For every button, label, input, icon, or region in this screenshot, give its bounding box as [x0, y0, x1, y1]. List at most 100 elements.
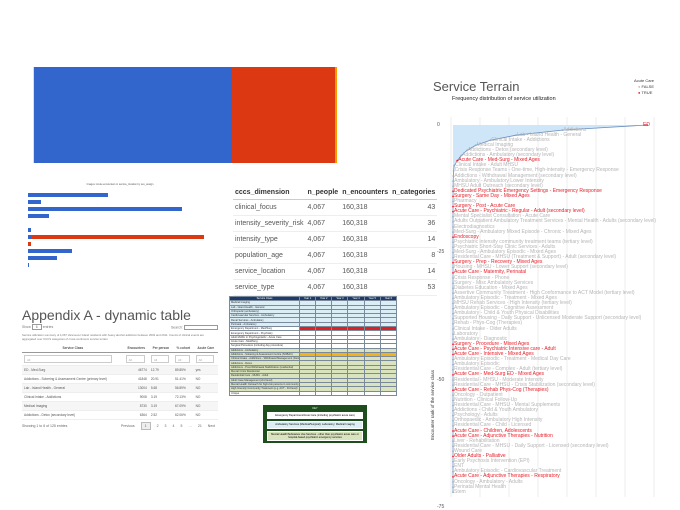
service-label: Residential - MHSU - Moderate Intensity	[454, 376, 544, 383]
page-button[interactable]: …	[188, 424, 192, 428]
page-button[interactable]: 4	[172, 424, 175, 428]
grid-row: Perinatal - Ambulatory	[229, 321, 398, 328]
terrain-point	[452, 470, 454, 473]
grid-row: Lab - Island Health - General	[229, 304, 398, 310]
column-filter-input[interactable]: All	[125, 355, 145, 363]
service-label: Residential Care - MHSU - Mental Supplem…	[454, 402, 561, 408]
service-label: Laboratory	[454, 330, 478, 337]
service-label: Acute Care - Maternity, Perinatal	[454, 269, 527, 276]
grid-row: Renal Services - Ambulatory	[229, 317, 398, 323]
terrain-point	[452, 241, 454, 244]
table-row: service_type 4,067 160,318 53	[233, 279, 438, 296]
col-header: n_categories	[390, 186, 438, 200]
mini-bar-chart: Images: Acute encounters in service_loca…	[20, 180, 220, 280]
service-label: Acute Care - Med-Surg ED - Mixed Ages	[454, 371, 545, 378]
column-filter-input[interactable]: All	[150, 355, 169, 363]
service-label: Rehab - Phys-Cog (Therapies)	[454, 320, 523, 327]
y-tick-label: -50	[437, 376, 445, 383]
service-label: Adults Outpatient Ambulatory Treatment S…	[454, 218, 657, 225]
next-button[interactable]: Next	[207, 424, 215, 428]
mini-bar	[30, 235, 204, 239]
table-cell: 160,318	[340, 263, 391, 280]
table-cell: 3.19	[148, 392, 173, 402]
legend-item: TRUE	[641, 90, 653, 95]
service-label: Ambulatory - Ambulatory Lower Intensity	[454, 177, 544, 184]
service-label: Residential Care - MHSU (Treatment & Sup…	[454, 254, 617, 261]
table-cell: 160,318	[340, 247, 391, 264]
mini-bar	[28, 207, 182, 211]
service-label: Addictions - Child & Youth Ambulatory	[454, 407, 538, 414]
service-label: Pharmacy	[454, 198, 477, 204]
search-input[interactable]	[184, 325, 218, 330]
column-header[interactable]: Per person	[148, 344, 173, 353]
table-cell: Lab - Island Health - General	[22, 383, 124, 393]
table-cell: 160,318	[340, 279, 391, 296]
table-cell: intensity_severity_risk	[233, 215, 306, 232]
page-button[interactable]: 1	[140, 422, 151, 430]
stack-segment	[34, 67, 232, 163]
terrain-point	[452, 384, 454, 386]
terrain-point	[452, 394, 454, 397]
mini-bar	[28, 228, 31, 232]
service-terrain-chart: 0 -25 -50 -75 ED Addictions Lab - Island Healt…	[426, 105, 680, 510]
terrain-point	[452, 353, 454, 356]
terrain-title: Service Terrain	[433, 79, 520, 94]
terrain-point	[452, 231, 454, 233]
table-row: Clinical Intake - Addictions 9008 3.19 72.1…	[22, 392, 218, 402]
column-header[interactable]: % cohort	[172, 344, 194, 353]
terrain-point	[452, 435, 454, 437]
terrain-point	[452, 414, 454, 417]
service-class-grid: Service Class Year 1 Year 2 Year 3 Year 4 Yea…	[229, 295, 398, 396]
mini-chart-title: Images: Acute encounters in service_loca…	[86, 183, 154, 186]
previous-button[interactable]: Previous	[121, 424, 135, 428]
page-button[interactable]: 21	[197, 424, 202, 428]
service-label: Surgery - Procedure - Mixed Ages	[454, 340, 530, 347]
table-cell: yes	[193, 365, 218, 375]
table-cell: 2.52	[148, 410, 173, 420]
y-axis-label: Encounter rank of the service class	[430, 369, 435, 440]
table-cell: 36	[390, 215, 438, 232]
column-header[interactable]: Acute Care	[193, 344, 218, 353]
service-label: Ambulatory Episodic - Cardiovascular Tre…	[454, 468, 562, 475]
table-cell: Addictions - Sobering & Assessment Centr…	[22, 374, 124, 384]
filter-cell: All	[22, 352, 124, 366]
table-cell: Addictions - Detox (secondary level)	[22, 410, 124, 420]
terrain-point	[489, 139, 492, 142]
mini-bar	[28, 263, 29, 267]
page-button[interactable]: 3	[164, 424, 167, 428]
table-row: ED - Med-Surg 46774 12.79 89.85% yes	[22, 365, 218, 375]
service-label: Mental Specialist Consultation - Acute C…	[454, 213, 551, 220]
show-label: Show	[22, 325, 31, 329]
service-label: Diabetes Education - Mixed Ages	[454, 284, 528, 291]
mini-bar	[28, 242, 31, 246]
appendix-title: Appendix A - dynamic table	[22, 307, 191, 323]
grid-row: Mental Health Outreach for high-risk per…	[229, 381, 398, 388]
entries-select[interactable]: 6	[31, 324, 42, 330]
grid-row: High Intensity Community Treatment (e.g.…	[229, 386, 398, 392]
terrain-point	[452, 215, 454, 218]
terrain-point	[452, 363, 454, 366]
table-cell: 4,067	[305, 199, 341, 216]
column-filter-input[interactable]: All	[195, 355, 214, 363]
service-label: Surgery - Prep - Recovery - Mixed Ages	[454, 259, 543, 266]
terrain-point	[452, 307, 454, 310]
page-button[interactable]: 2	[156, 424, 159, 428]
grid-cell	[347, 390, 365, 396]
terrain-point	[453, 164, 456, 167]
column-filter-input[interactable]: All	[24, 355, 112, 363]
terrain-point	[452, 425, 454, 427]
stacked-bar-chart	[33, 67, 337, 163]
page-button[interactable]: 5	[180, 424, 183, 428]
table-row: Addictions - Detox (secondary level) 6364…	[22, 410, 218, 420]
column-filter-input[interactable]: All	[174, 355, 190, 363]
terrain-point	[452, 277, 454, 279]
table-cell: 4,067	[305, 279, 341, 296]
table-cell: 5.68	[148, 383, 173, 393]
mini-bar	[28, 256, 57, 260]
column-header[interactable]: Service Class	[22, 344, 124, 353]
table-cell: NO	[193, 401, 218, 411]
terrain-point	[452, 287, 454, 290]
key-item: Mental Health/Substance Use Services - o…	[267, 430, 363, 442]
mini-bar	[28, 193, 108, 197]
column-header[interactable]: Encounters	[123, 344, 149, 353]
